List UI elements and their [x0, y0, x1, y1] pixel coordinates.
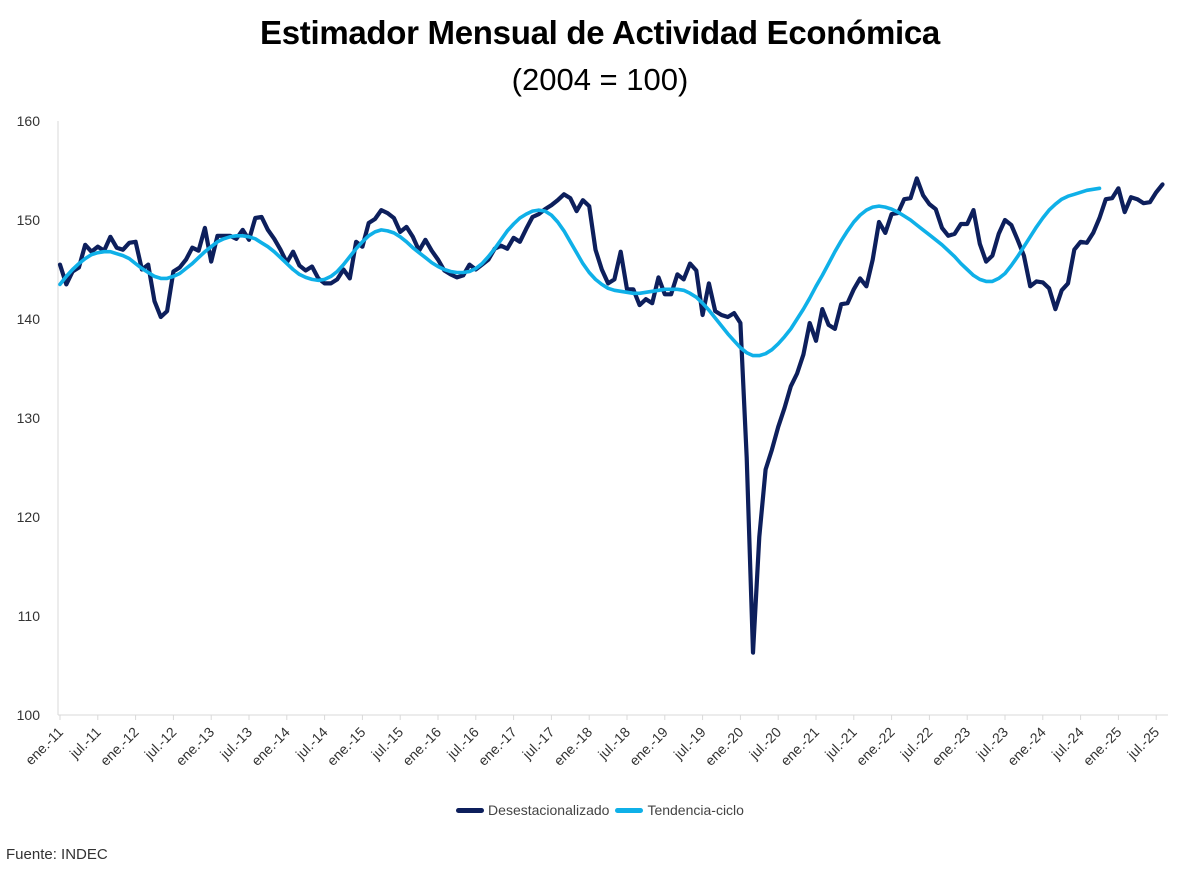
chart-subtitle: (2004 = 100): [511, 62, 689, 97]
x-tick-label: ene.-18: [550, 724, 595, 769]
source-note: Fuente: INDEC: [6, 846, 108, 863]
x-tick-label: ene.-21: [777, 724, 822, 769]
y-tick-label: 140: [17, 311, 41, 327]
x-tick-label: ene.-25: [1080, 724, 1125, 769]
legend-swatch-tendencia-ciclo: [615, 807, 644, 813]
x-tick-label: ene.-15: [324, 724, 369, 769]
legend-swatch-desestacionalizado: [456, 807, 485, 813]
y-tick-label: 150: [17, 212, 41, 228]
y-tick-label: 100: [17, 707, 41, 723]
x-tick-label: ene.-14: [248, 724, 293, 769]
legend: Desestacionalizado Tendencia-ciclo: [0, 802, 1200, 818]
legend-label-tendencia-ciclo: Tendencia-ciclo: [647, 802, 744, 818]
y-tick-label: 110: [18, 608, 41, 624]
legend-item-tendencia-ciclo[interactable]: Tendencia-ciclo: [615, 802, 744, 818]
series-layer: [57, 176, 1165, 655]
y-tick-label: 120: [17, 509, 41, 525]
x-tick-label: ene.-19: [626, 724, 671, 769]
x-tick-label: ene.-11: [22, 724, 66, 768]
x-tick-label: ene.-17: [475, 724, 520, 769]
y-tick-label: 130: [17, 410, 41, 426]
x-tick-label: ene.-20: [702, 724, 747, 769]
series-line-desestacionalizado: [57, 176, 1165, 655]
line-chart: 100 110 120 130 140 150 160 ene.-11 jul.-11ene.…: [17, 113, 1168, 769]
chart-title: Estimador Mensual de Actividad Económica: [260, 14, 940, 51]
x-tick-label: ene.-13: [172, 724, 217, 769]
y-tick-label: 160: [17, 113, 41, 129]
x-tick-label: jul.-25: [1123, 724, 1162, 763]
legend-item-desestacionalizado[interactable]: Desestacionalizado: [456, 802, 609, 818]
x-tick-label: ene.-24: [1004, 724, 1049, 769]
x-tick-label: ene.-16: [399, 724, 444, 769]
legend-label-desestacionalizado: Desestacionalizado: [488, 802, 610, 818]
x-tick-label: ene.-22: [853, 724, 898, 769]
y-axis: 100 110 120 130 140 150 160: [17, 113, 59, 723]
x-tick-label: ene.-12: [97, 724, 142, 769]
series-line-tendencia-ciclo: [58, 186, 1102, 358]
x-tick-label: ene.-23: [928, 724, 973, 769]
